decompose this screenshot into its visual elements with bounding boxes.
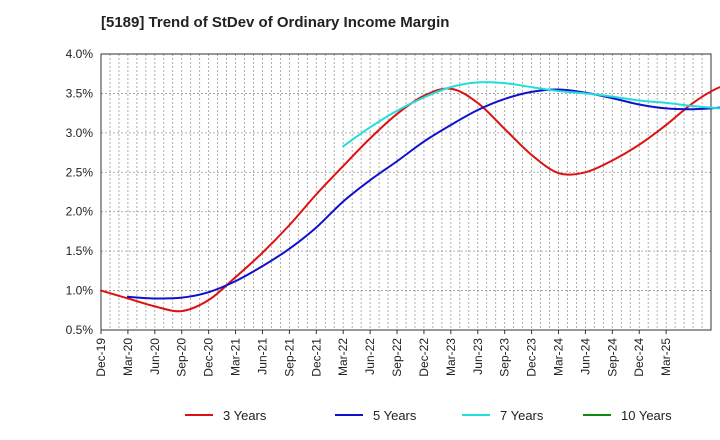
y-tick-label: 4.0% — [66, 47, 94, 61]
x-tick-label: Dec-24 — [632, 338, 646, 377]
x-tick-label: Sep-24 — [605, 338, 619, 377]
series-line-3-years — [100, 86, 720, 313]
series-layer — [100, 81, 720, 313]
x-tick-label: Dec-21 — [309, 338, 323, 377]
axis-layer — [100, 53, 712, 334]
legend-label-3-years: 3 Years — [223, 408, 267, 423]
x-tick-label: Dec-19 — [94, 338, 108, 377]
x-tick-label: Jun-20 — [148, 338, 162, 375]
plot-frame — [100, 53, 712, 331]
x-tick-label: Mar-23 — [444, 338, 458, 376]
x-tick-label: Mar-24 — [552, 338, 566, 376]
legend-label-7-years: 7 Years — [500, 408, 544, 423]
x-tick-label: Sep-20 — [175, 338, 189, 377]
y-tick-label: 2.0% — [66, 205, 94, 219]
y-tick-label: 1.0% — [66, 284, 94, 298]
series-line-7-years — [342, 81, 720, 148]
x-tick-label: Dec-23 — [525, 338, 539, 377]
x-tick-label: Dec-20 — [202, 338, 216, 377]
x-tick-label: Mar-20 — [121, 338, 135, 376]
x-tick-label: Dec-22 — [417, 338, 431, 377]
x-tick-label: Sep-21 — [282, 338, 296, 377]
y-tick-label: 1.5% — [66, 244, 94, 258]
y-tick-label: 2.5% — [66, 165, 94, 179]
y-tick-labels: 0.5% 1.0% 1.5% 2.0% 2.5% 3.0% 3.5% 4.0% — [66, 47, 94, 337]
legend-label-10-years: 10 Years — [621, 408, 672, 423]
legend: 3 Years 5 Years 7 Years 10 Years — [185, 408, 672, 423]
x-tick-label: Sep-22 — [390, 338, 404, 377]
legend-label-5-years: 5 Years — [373, 408, 417, 423]
x-tick-label: Sep-23 — [498, 338, 512, 377]
chart-title: [5189] Trend of StDev of Ordinary Income… — [101, 14, 450, 31]
x-tick-label: Jun-22 — [363, 338, 377, 375]
x-tick-label: Jun-24 — [578, 338, 592, 375]
x-tick-labels: Dec-19 Mar-20 Jun-20 Sep-20 Dec-20 Mar-21 Jun-… — [94, 338, 673, 377]
series-line-5-years — [126, 88, 720, 300]
x-tick-label: Mar-21 — [229, 338, 243, 376]
x-tick-label: Mar-25 — [659, 338, 673, 376]
y-tick-label: 3.0% — [66, 126, 94, 140]
x-tick-label: Jun-23 — [471, 338, 485, 375]
grid-layer — [101, 54, 711, 330]
x-tick-label: Mar-22 — [336, 338, 350, 376]
y-tick-label: 3.5% — [66, 86, 94, 100]
y-tick-label: 0.5% — [66, 323, 94, 337]
x-tick-label: Jun-21 — [255, 338, 269, 375]
